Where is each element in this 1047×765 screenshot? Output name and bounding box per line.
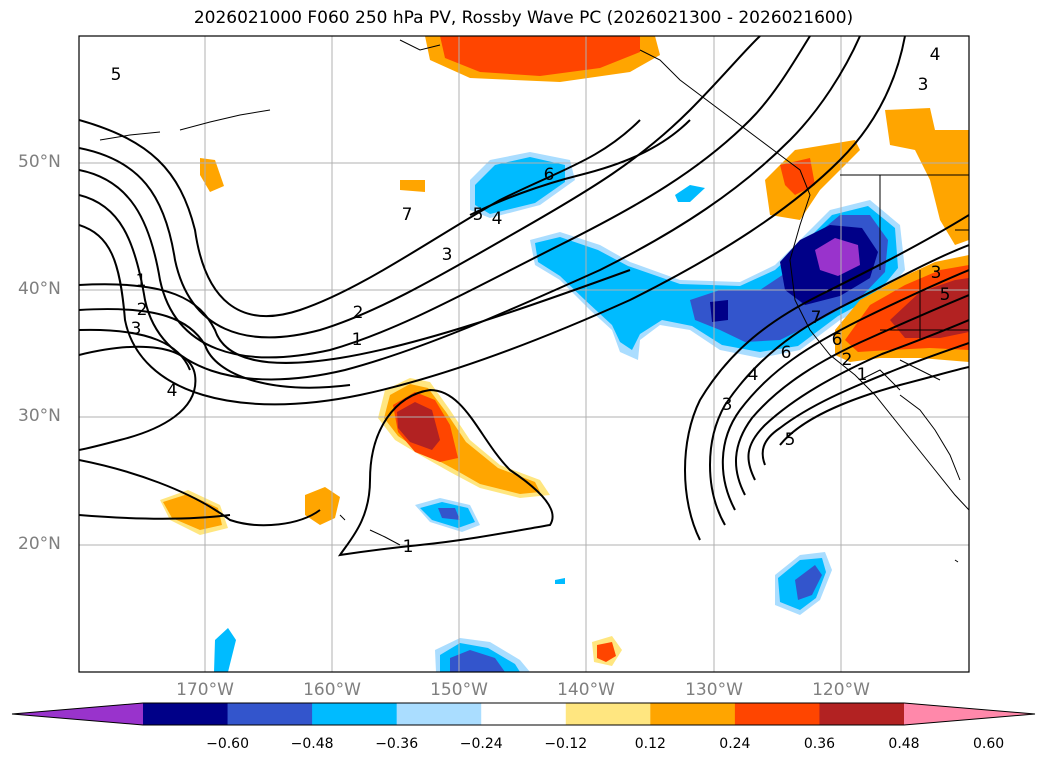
svg-text:5: 5 <box>940 285 951 305</box>
colorbar-extend-high <box>904 703 1035 725</box>
colorbar-tick-label: −0.60 <box>206 736 249 752</box>
colorbar-cell <box>227 703 313 725</box>
colorbar-cell <box>396 703 482 725</box>
colorbar-tick-label: 0.48 <box>888 736 920 752</box>
svg-text:2: 2 <box>353 303 364 323</box>
colorbar-tick-label: 0.24 <box>719 736 751 752</box>
lat-label-40n: 40°N <box>18 279 61 299</box>
colorbar-cell <box>734 703 820 725</box>
svg-text:3: 3 <box>442 245 453 265</box>
svg-text:4: 4 <box>492 209 503 229</box>
svg-text:5: 5 <box>111 65 122 85</box>
svg-text:1: 1 <box>403 537 414 557</box>
colorbar-tick-label: −0.36 <box>375 736 419 752</box>
colorbar-cell <box>312 703 398 725</box>
svg-text:6: 6 <box>832 330 843 350</box>
svg-text:3: 3 <box>722 395 733 415</box>
svg-text:4: 4 <box>930 45 941 65</box>
lon-label-160w: 160°W <box>303 680 361 700</box>
coastlines <box>99 39 969 563</box>
lon-label-130w: 130°W <box>685 680 743 700</box>
contour-labels: 5 4 6 7 5 4 3 1 2 3 2 1 4 1 3 6 5 4 3 6 … <box>111 45 951 557</box>
map-frame <box>78 35 970 673</box>
svg-text:6: 6 <box>781 343 792 363</box>
svg-text:6: 6 <box>544 165 555 185</box>
colorbar-tick-label: −0.12 <box>544 736 588 752</box>
svg-text:5: 5 <box>473 205 484 225</box>
colorbar-cell <box>819 703 905 725</box>
svg-text:1: 1 <box>352 330 363 350</box>
svg-text:1: 1 <box>857 365 868 385</box>
colorbar-cell <box>143 703 229 725</box>
svg-text:1: 1 <box>136 271 147 291</box>
svg-text:7: 7 <box>811 308 822 328</box>
colorbar-extend-low <box>12 703 143 725</box>
colorbar <box>11 702 1036 726</box>
lon-label-170w: 170°W <box>176 680 234 700</box>
colorbar-tick-label: 0.36 <box>803 736 836 752</box>
lat-label-50n: 50°N <box>18 152 61 172</box>
svg-text:3: 3 <box>931 263 942 283</box>
svg-text:2: 2 <box>137 300 148 320</box>
svg-text:3: 3 <box>918 75 929 95</box>
svg-text:4: 4 <box>748 365 759 385</box>
lat-label-30n: 30°N <box>18 406 61 426</box>
colorbar-tick-label: −0.24 <box>459 736 503 752</box>
map-title: 2026021000 F060 250 hPa PV, Rossby Wave … <box>193 8 854 28</box>
svg-text:4: 4 <box>167 381 178 401</box>
colorbar-cell <box>565 703 651 725</box>
svg-text:3: 3 <box>131 319 142 339</box>
lon-label-140w: 140°W <box>557 680 615 700</box>
colorbar-cell <box>481 703 567 725</box>
colorbar-tick-label: 0.60 <box>972 736 1005 752</box>
svg-text:2: 2 <box>842 350 853 370</box>
svg-text:7: 7 <box>402 205 413 225</box>
lon-label-120w: 120°W <box>812 680 870 700</box>
graticule <box>79 36 969 672</box>
lat-label-20n: 20°N <box>18 534 61 554</box>
anomaly-fill-layer <box>160 36 969 672</box>
lon-label-150w: 150°W <box>430 680 488 700</box>
colorbar-tick-label: −0.48 <box>290 736 334 752</box>
colorbar-cell <box>650 703 736 725</box>
svg-text:5: 5 <box>785 430 796 450</box>
pv-contours <box>79 36 969 557</box>
colorbar-tick-label: 0.12 <box>634 736 666 752</box>
